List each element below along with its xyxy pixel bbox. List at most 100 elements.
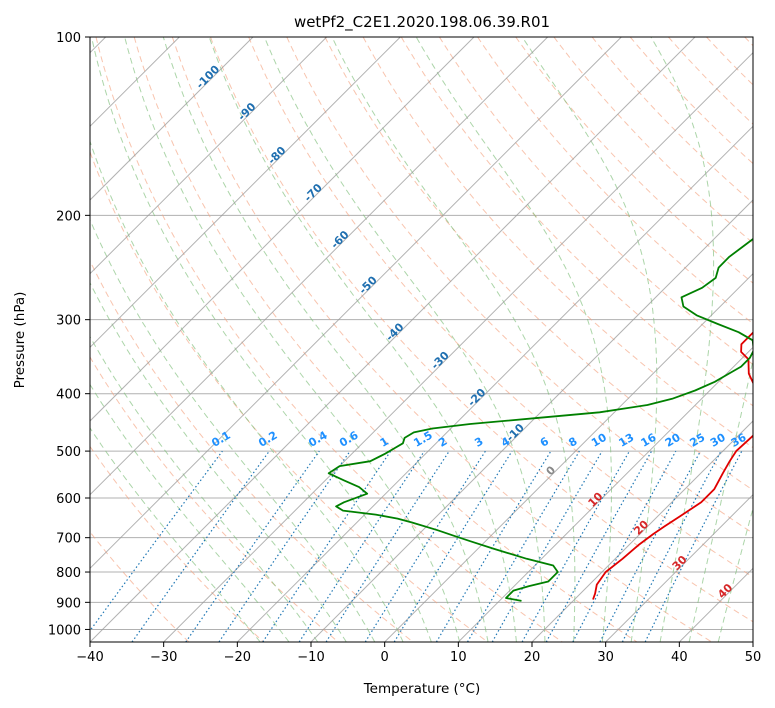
mixing-ratio-line — [325, 450, 450, 642]
dry-adiabat — [133, 37, 638, 642]
dry-adiabat — [553, 37, 753, 244]
isotherm — [163, 51, 753, 642]
isotherm-label: -50 — [356, 273, 379, 296]
dry-adiabat — [438, 37, 753, 366]
mixing-ratio-label: 2 — [436, 435, 449, 450]
dry-adiabat — [744, 37, 753, 47]
isotherm-label: 30 — [670, 553, 690, 573]
mixing-ratio-label: 0.4 — [306, 429, 330, 450]
moist-adiabat — [91, 37, 432, 642]
mixing-ratio-line — [298, 450, 425, 642]
isotherm-label: -40 — [383, 320, 406, 343]
isotherm — [605, 493, 753, 642]
moist-adiabat — [90, 281, 347, 642]
dewpoint-line — [327, 237, 753, 602]
y-tick-label: 400 — [56, 388, 81, 403]
axis-ticks: −40 −30 −20 −10 0 10 20 30 40 5010020030040050060… — [48, 31, 761, 665]
isotherm — [310, 199, 753, 642]
mixing-ratio-label: 0.1 — [209, 429, 232, 450]
moist-adiabat — [90, 335, 319, 642]
isotherm-label: -70 — [302, 181, 325, 204]
mixing-ratio-line — [218, 450, 351, 642]
dry-adiabat — [90, 150, 488, 642]
mixing-ratio-label: 6 — [538, 434, 551, 449]
dry-adiabat — [400, 37, 753, 407]
dry-adiabat — [171, 37, 712, 642]
mixing-ratio-label: 10 — [589, 431, 609, 450]
mixing-ratio-label: 3 — [472, 435, 485, 450]
isotherm — [90, 37, 328, 275]
dry-adiabat — [324, 37, 753, 491]
x-tick-label: 50 — [745, 650, 762, 665]
reference-lines — [90, 37, 753, 642]
y-tick-label: 900 — [56, 596, 81, 611]
isotherm — [531, 420, 753, 642]
isotherm-label: -80 — [265, 144, 288, 167]
moist-adiabat — [90, 218, 376, 642]
isotherm-label: -60 — [328, 228, 351, 251]
y-tick-label: 200 — [56, 209, 81, 224]
x-axis-label: Temperature (°C) — [363, 681, 481, 697]
profile-series — [327, 237, 753, 602]
isotherm — [90, 37, 254, 201]
isotherm-label: -30 — [429, 349, 452, 372]
mixing-ratio-label: 1 — [378, 435, 391, 450]
mixing-ratio-label: 25 — [688, 431, 708, 450]
dry-adiabat — [477, 37, 753, 325]
x-tick-label: −40 — [76, 650, 103, 665]
mixing-ratio-line — [435, 450, 552, 642]
mixing-ratio-label: 13 — [616, 431, 636, 450]
x-tick-label: −30 — [150, 650, 177, 665]
moist-adiabat — [717, 506, 753, 642]
moist-adiabat — [521, 37, 658, 642]
reference-labels: 0.1 0.2 0.4 0.6 1 1.5 2 3 4 6 8 10 13 16 20 25 30 36-100-… — [194, 63, 749, 602]
dry-adiabat — [248, 37, 753, 578]
dry-adiabat — [95, 37, 563, 642]
dry-adiabat — [591, 37, 753, 204]
y-tick-label: 100 — [56, 31, 81, 46]
y-tick-label: 1000 — [48, 623, 81, 638]
isotherm — [90, 37, 696, 642]
mixing-ratio-line — [364, 450, 486, 642]
isotherm-label: 40 — [715, 581, 735, 601]
moist-adiabat — [124, 37, 461, 642]
isotherm — [457, 346, 753, 642]
moist-adiabat — [688, 357, 753, 642]
isotherm-label: 10 — [586, 490, 606, 510]
mixing-ratio-line — [262, 450, 392, 642]
y-tick-label: 600 — [56, 492, 81, 507]
dry-adiabat — [90, 259, 414, 642]
mixing-ratio-label: 36 — [729, 431, 749, 450]
x-tick-label: −10 — [297, 650, 324, 665]
mixing-ratio-label: 0.2 — [256, 429, 279, 450]
mixing-ratio-label: 30 — [708, 431, 728, 450]
x-tick-label: 10 — [450, 650, 467, 665]
x-tick-label: 0 — [381, 650, 389, 665]
mixing-ratio-label: 20 — [663, 431, 683, 450]
moist-adiabat — [162, 37, 489, 642]
isotherm — [384, 272, 753, 642]
mixing-ratio-line — [185, 450, 320, 642]
x-tick-label: 30 — [597, 650, 614, 665]
isotherm-label: -100 — [194, 63, 223, 92]
x-tick-label: −20 — [224, 650, 251, 665]
y-axis-label: Pressure (hPa) — [12, 292, 28, 389]
mixing-ratio-line — [572, 450, 677, 642]
isotherm — [90, 37, 401, 349]
mixing-ratio-line — [90, 450, 223, 632]
chart-title: wetPf2_C2E1.2020.198.06.39.R01 — [294, 13, 550, 32]
isotherm — [236, 125, 753, 642]
dry-adiabat — [706, 37, 753, 86]
moist-adiabat — [208, 37, 517, 642]
isotherm — [90, 37, 475, 422]
mixing-ratio-line — [521, 450, 631, 642]
dry-adiabat — [90, 356, 339, 642]
mixing-ratio-line — [599, 450, 702, 642]
x-tick-label: 40 — [671, 650, 688, 665]
isotherm — [90, 37, 549, 496]
isotherm-label: 20 — [631, 517, 651, 537]
y-tick-label: 800 — [56, 566, 81, 581]
moist-adiabat — [415, 37, 612, 642]
moist-adiabat — [650, 37, 715, 642]
dry-adiabat — [668, 37, 753, 125]
